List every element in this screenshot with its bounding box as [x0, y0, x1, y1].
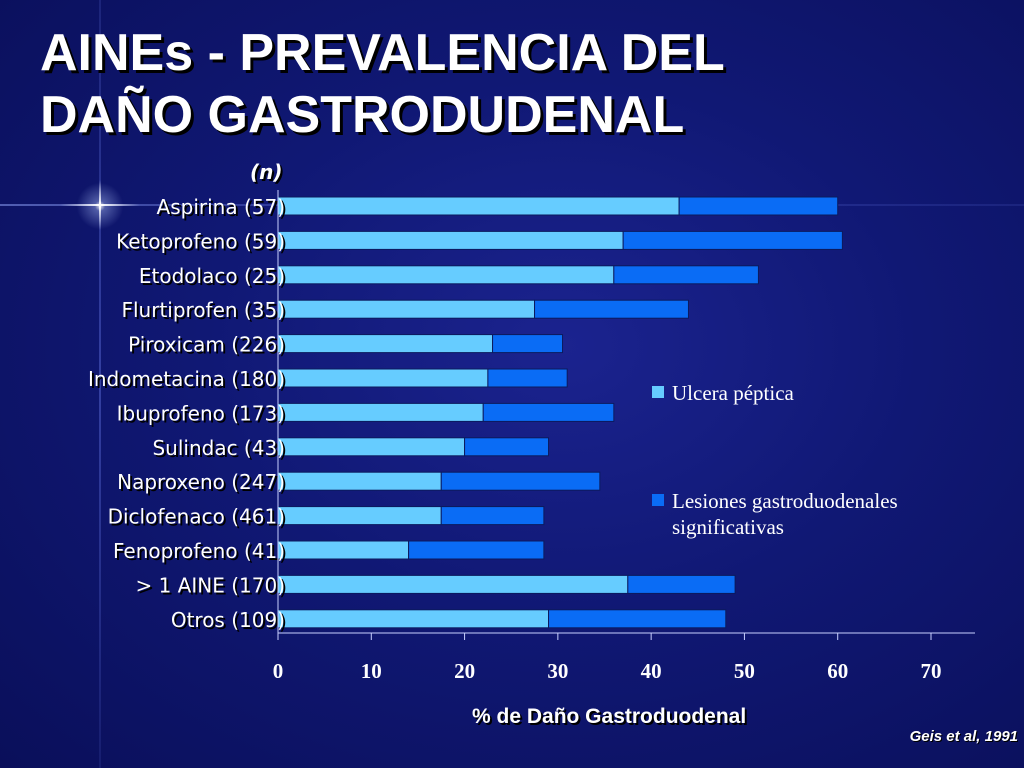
bar-ulcera-7	[277, 437, 466, 457]
x-tick-label: 20	[454, 659, 475, 683]
bar-lesiones-2	[613, 265, 759, 285]
slide-title: AINEs - PREVALENCIA DEL DAÑO GASTRODUDEN…	[40, 24, 725, 144]
legend-label-ulcera: Ulcera péptica	[672, 381, 794, 405]
x-axis-title: % de Daño Gastroduodenal	[472, 705, 747, 728]
category-label-shadow: Indometacina (180)	[90, 369, 287, 393]
x-tick-label: 0	[273, 659, 284, 683]
bar-ulcera-1	[277, 230, 624, 250]
decorative-star-ray-vertical	[99, 180, 101, 230]
category-label: Naproxeno (247)	[117, 470, 285, 494]
legend-item-lesiones: Lesiones gastroduodenales significativas	[652, 488, 898, 540]
bar-lesiones-6	[482, 402, 615, 422]
category-label: Otros (109)	[171, 608, 285, 632]
bar-lesiones-9	[440, 506, 545, 526]
category-label: Fenoprofeno (41)	[113, 539, 285, 563]
category-label-shadow: Sulindac (43)	[154, 438, 287, 462]
category-label-shadow: Ibuprofeno (173)	[119, 403, 287, 427]
bar-ulcera-3	[277, 299, 536, 319]
bar-ulcera-5	[277, 368, 489, 388]
n-count-header: (n)	[250, 160, 283, 184]
category-label-shadow: Etodolaco (25)	[141, 266, 287, 290]
category-label: Etodolaco (25)	[139, 264, 285, 288]
bar-lesiones-7	[464, 437, 550, 457]
category-label: Flurtiprofen (35)	[121, 298, 285, 322]
x-axis: 0 10 20 30 40 50 60 70	[273, 190, 975, 683]
source-citation: Geis et al, 1991	[909, 728, 1018, 745]
category-label-shadow: Otros (109)	[173, 610, 287, 634]
x-tick-label: 30	[547, 659, 568, 683]
category-label-shadow: Aspirina (57)	[159, 197, 287, 221]
bar-lesiones-12	[548, 609, 727, 629]
x-tick-label: 40	[641, 659, 662, 683]
legend-item-ulcera: Ulcera péptica	[652, 380, 794, 406]
x-tick-label: 70	[921, 659, 942, 683]
bar-lesiones-11	[627, 574, 736, 594]
category-label: Ketoprofeno (59)	[116, 229, 285, 253]
bar-lesiones-4	[492, 334, 564, 354]
category-label-shadow: > 1 AINE (170)	[137, 575, 287, 599]
category-label-shadow: Piroxicam (226)	[130, 335, 287, 359]
bar-ulcera-4	[277, 334, 494, 354]
category-label: Ibuprofeno (173)	[117, 401, 285, 425]
bar-group	[277, 196, 843, 629]
bar-ulcera-10	[277, 540, 410, 560]
x-tick-label: 60	[827, 659, 848, 683]
bar-lesiones-8	[440, 471, 601, 491]
category-label: Diclofenaco (461)	[108, 505, 285, 529]
category-label-shadow: Fenoprofeno (41)	[115, 541, 287, 565]
bar-ulcera-11	[277, 574, 629, 594]
bar-lesiones-10	[408, 540, 545, 560]
legend-swatch-ulcera	[652, 386, 664, 398]
bar-lesiones-0	[678, 196, 839, 216]
category-label: Aspirina (57)	[157, 195, 285, 219]
bar-lesiones-3	[534, 299, 689, 319]
category-label-shadow: Diclofenaco (461)	[110, 507, 287, 531]
x-tick-label: 10	[361, 659, 382, 683]
legend-swatch-lesiones	[652, 494, 664, 506]
legend-label-lesiones: Lesiones gastroduodenales significativas	[672, 489, 898, 539]
bar-ulcera-9	[277, 506, 442, 526]
category-label-shadow: Ketoprofeno (59)	[118, 231, 287, 255]
x-tick-label: 50	[734, 659, 755, 683]
category-label: Indometacina (180)	[88, 367, 285, 391]
category-label: Piroxicam (226)	[128, 333, 285, 357]
category-label: Sulindac (43)	[152, 436, 285, 460]
bar-ulcera-8	[277, 471, 442, 491]
bar-ulcera-0	[277, 196, 680, 216]
bar-lesiones-5	[487, 368, 568, 388]
bar-ulcera-6	[277, 402, 484, 422]
category-label-shadow: Naproxeno (247)	[119, 472, 287, 496]
bar-lesiones-1	[622, 230, 843, 250]
category-label-shadow: Flurtiprofen (35)	[123, 300, 287, 324]
category-label: > 1 AINE (170)	[135, 573, 285, 597]
decorative-vertical-line	[99, 0, 101, 768]
bar-ulcera-12	[277, 609, 550, 629]
category-label-group: Aspirina (57)Aspirina (57)Ketoprofeno (5…	[88, 195, 287, 634]
bar-ulcera-2	[277, 265, 615, 285]
